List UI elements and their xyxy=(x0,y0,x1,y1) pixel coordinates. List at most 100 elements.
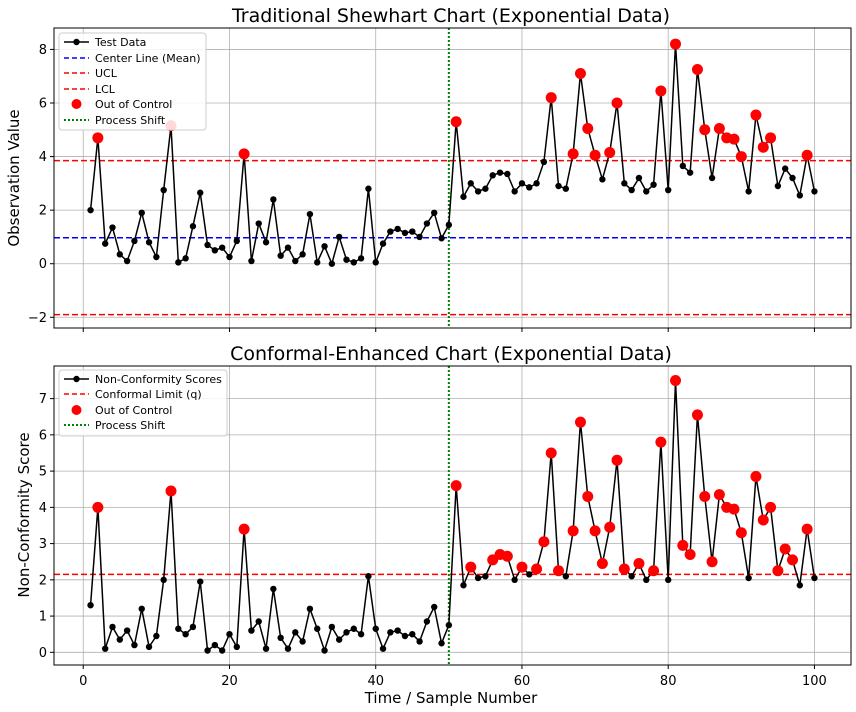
conformal-data-point xyxy=(643,576,650,584)
conformal-out-of-control-point xyxy=(574,416,586,428)
shewhart-data-point xyxy=(774,182,782,190)
conformal-y-tick-label: 4 xyxy=(39,501,47,516)
conformal-ticks: 0 20 40 60 80 100 0 1 2 3 4 5 6 7 xyxy=(39,392,827,689)
conformal-data-point xyxy=(204,647,211,654)
shewhart-data-point xyxy=(665,186,672,194)
conformal-data-point xyxy=(423,618,431,625)
conformal-out-of-control-point xyxy=(713,489,725,501)
conformal-y-tick-label: 0 xyxy=(39,646,47,661)
conformal-out-of-control-point xyxy=(787,554,799,566)
conformal-out-of-control-point xyxy=(92,501,104,513)
legend-label-process-shift-2: Process Shift xyxy=(95,419,166,432)
conformal-x-tick-label: 100 xyxy=(802,674,827,689)
shewhart-out-of-control-point xyxy=(655,85,667,97)
conformal-plot-frame xyxy=(53,365,852,666)
conformal-data-point xyxy=(431,603,438,611)
shewhart-out-of-control-point xyxy=(691,64,703,76)
conformal-y-tick-label: 6 xyxy=(39,428,47,443)
conformal-out-of-control-point xyxy=(633,558,645,570)
conformal-data-point xyxy=(277,634,284,642)
shewhart-data-point xyxy=(745,188,752,195)
shewhart-data-point xyxy=(540,158,548,166)
shewhart-data-point xyxy=(365,185,372,192)
conformal-out-of-control-point xyxy=(596,558,608,570)
shewhart-series-line xyxy=(89,43,816,265)
conformal-data-point xyxy=(482,573,489,580)
legend-entry-ucl: UCL xyxy=(64,67,118,80)
conformal-out-of-control-point xyxy=(655,436,667,448)
shewhart-data-point xyxy=(145,239,153,246)
shewhart-data-point xyxy=(153,253,160,261)
shewhart-data-point xyxy=(109,224,116,231)
conformal-data-point xyxy=(87,602,94,609)
shewhart-data-point xyxy=(511,188,518,195)
conformal-data-point xyxy=(745,574,752,582)
shewhart-out-of-control-point xyxy=(670,38,682,50)
shewhart-data-point xyxy=(526,184,533,191)
shewhart-data-point xyxy=(299,251,306,258)
conformal-data-point xyxy=(284,645,292,652)
x-axis-label: Time / Sample Number xyxy=(364,689,538,707)
shewhart-data-point xyxy=(438,235,445,242)
shewhart-y-tick-label: 2 xyxy=(39,204,47,219)
conformal-data-point xyxy=(365,573,372,580)
conformal-chart-title: Conformal-Enhanced Chart (Exponential Da… xyxy=(230,343,672,365)
conformal-out-of-control-point xyxy=(735,527,747,539)
shewhart-series xyxy=(87,38,818,267)
conformal-data-point xyxy=(511,576,518,584)
shewhart-data-point xyxy=(387,228,394,235)
conformal-data-point xyxy=(138,605,145,613)
conformal-data-point xyxy=(306,605,314,613)
conformal-data-point xyxy=(197,578,204,585)
conformal-series xyxy=(87,374,818,654)
conformal-x-tick-label: 80 xyxy=(660,674,677,689)
shewhart-data-point xyxy=(482,185,489,192)
shewhart-chart-panel: Traditional Shewhart Chart (Exponential … xyxy=(5,5,852,332)
legend-entry-process-shift-2: Process Shift xyxy=(64,419,166,432)
conformal-data-point xyxy=(189,623,197,631)
conformal-legend: Non-Conformity Scores Conformal Limit (q… xyxy=(58,369,228,437)
shewhart-data-point xyxy=(131,237,138,245)
shewhart-data-point xyxy=(599,176,606,183)
shewhart-data-point xyxy=(628,186,635,194)
legend-entry-center-line: Center Line (Mean) xyxy=(64,52,201,65)
shewhart-data-point xyxy=(394,225,401,233)
shewhart-out-of-control-point xyxy=(765,132,777,144)
shewhart-data-point xyxy=(218,244,226,251)
conformal-out-of-control-point xyxy=(648,565,660,577)
shewhart-chart-title: Traditional Shewhart Chart (Exponential … xyxy=(231,5,670,27)
shewhart-data-point xyxy=(292,257,299,265)
shewhart-ticks: −2 0 2 4 6 8 xyxy=(28,43,815,332)
conformal-data-point xyxy=(416,638,423,645)
shewhart-out-of-control-point xyxy=(699,124,711,136)
conformal-out-of-control-point xyxy=(750,471,762,483)
shewhart-data-point xyxy=(679,162,687,170)
shewhart-out-of-control-point xyxy=(92,132,104,144)
shewhart-data-point xyxy=(314,259,321,266)
legend-label-out-of-control-2: Out of Control xyxy=(95,404,172,417)
conformal-data-point xyxy=(562,573,570,580)
conformal-out-of-control-point xyxy=(611,454,623,466)
shewhart-data-point xyxy=(197,189,204,196)
shewhart-out-of-control-point xyxy=(589,149,601,161)
conformal-x-tick-label: 0 xyxy=(79,674,87,689)
shewhart-data-point xyxy=(518,180,526,187)
shewhart-data-point xyxy=(401,229,409,237)
shewhart-out-of-control-point xyxy=(238,148,250,160)
legend-entry-process-shift: Process Shift xyxy=(64,114,166,127)
shewhart-y-axis-label: Observation Value xyxy=(5,109,23,246)
conformal-y-tick-label: 5 xyxy=(39,465,47,480)
shewhart-out-of-control-point xyxy=(611,97,623,109)
shewhart-data-point xyxy=(350,259,357,266)
conformal-data-point xyxy=(262,645,270,652)
conformal-y-tick-label: 7 xyxy=(39,392,47,407)
shewhart-out-of-control-point xyxy=(801,149,813,161)
conformal-out-of-control-point xyxy=(450,480,462,492)
shewhart-data-point xyxy=(635,174,643,182)
conformal-data-point xyxy=(445,621,453,629)
shewhart-data-point xyxy=(262,239,270,246)
conformal-data-point xyxy=(314,625,321,632)
conformal-out-of-control-point xyxy=(779,543,791,555)
shewhart-data-point xyxy=(226,253,233,261)
